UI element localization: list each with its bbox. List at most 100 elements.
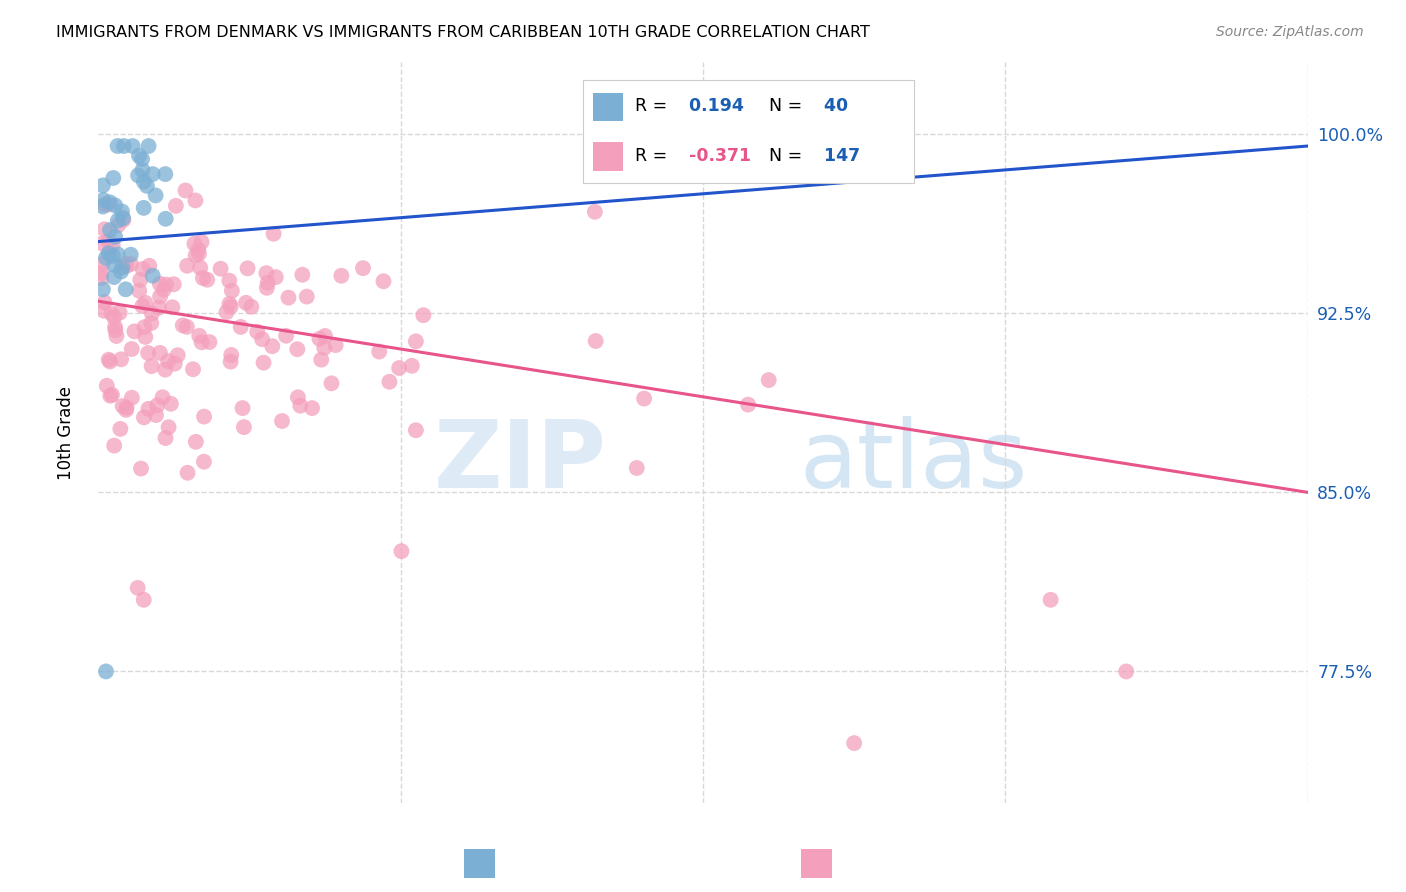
- Point: [90, 271, 112, 285]
- Point: [138, 401, 160, 416]
- Point: [758, 373, 780, 387]
- Point: [152, 390, 174, 404]
- Point: [105, 329, 128, 343]
- Text: IMMIGRANTS FROM DENMARK VS IMMIGRANTS FROM CARIBBEAN 10TH GRADE CORRELATION CHAR: IMMIGRANTS FROM DENMARK VS IMMIGRANTS FR…: [56, 25, 870, 40]
- Point: [114, 282, 136, 296]
- Point: [141, 306, 163, 320]
- Point: [104, 230, 127, 244]
- Point: [155, 167, 177, 181]
- Text: Immigrants from Caribbean: Immigrants from Caribbean: [839, 856, 1062, 871]
- Point: [131, 152, 153, 166]
- Point: [131, 262, 153, 277]
- Point: [314, 329, 336, 343]
- Point: [172, 318, 194, 333]
- Point: [107, 213, 129, 227]
- Point: [1115, 665, 1137, 679]
- Point: [107, 139, 129, 153]
- Point: [231, 401, 253, 416]
- Point: [264, 270, 287, 285]
- Point: [737, 398, 759, 412]
- Point: [93, 303, 115, 318]
- Point: [373, 274, 395, 288]
- Point: [585, 334, 607, 348]
- Point: [141, 316, 163, 330]
- Point: [209, 261, 232, 276]
- Point: [115, 403, 138, 417]
- Point: [111, 399, 134, 413]
- Point: [112, 211, 135, 226]
- Point: [93, 193, 115, 207]
- Point: [131, 163, 153, 178]
- Point: [184, 248, 207, 262]
- Point: [93, 197, 115, 211]
- Point: [112, 212, 135, 227]
- Text: Immigrants from Denmark: Immigrants from Denmark: [502, 856, 716, 871]
- Point: [193, 455, 215, 469]
- Point: [368, 344, 391, 359]
- Point: [148, 301, 170, 315]
- Point: [162, 300, 184, 314]
- Point: [91, 236, 114, 251]
- Point: [176, 259, 198, 273]
- Point: [256, 281, 278, 295]
- Point: [301, 401, 323, 416]
- Bar: [593, 93, 623, 121]
- Point: [1039, 592, 1062, 607]
- Point: [330, 268, 353, 283]
- Point: [94, 665, 117, 679]
- Point: [110, 352, 132, 367]
- Point: [183, 236, 205, 251]
- Point: [262, 339, 284, 353]
- Point: [121, 139, 143, 153]
- Point: [96, 378, 118, 392]
- Point: [120, 248, 142, 262]
- Point: [295, 290, 318, 304]
- Point: [401, 359, 423, 373]
- Point: [104, 323, 127, 337]
- Text: atlas: atlas: [800, 417, 1028, 508]
- Point: [218, 297, 240, 311]
- Point: [103, 258, 125, 272]
- Point: [110, 264, 132, 278]
- Point: [101, 238, 124, 252]
- Point: [100, 306, 122, 320]
- Point: [193, 409, 215, 424]
- Point: [235, 295, 257, 310]
- Text: 0.194: 0.194: [683, 97, 744, 115]
- Point: [128, 284, 150, 298]
- Point: [246, 325, 269, 339]
- Point: [129, 461, 152, 475]
- Point: [321, 376, 343, 391]
- Point: [188, 260, 211, 275]
- Point: [153, 362, 176, 376]
- Point: [157, 420, 180, 434]
- Point: [181, 362, 204, 376]
- Point: [97, 197, 120, 211]
- Point: [101, 249, 124, 263]
- Point: [90, 266, 112, 280]
- Point: [97, 352, 120, 367]
- Bar: [593, 142, 623, 170]
- Point: [110, 422, 132, 436]
- Point: [121, 342, 143, 356]
- Point: [121, 391, 143, 405]
- Text: R =: R =: [634, 97, 666, 115]
- Point: [256, 276, 278, 290]
- Text: -0.371: -0.371: [683, 147, 751, 165]
- Point: [107, 247, 129, 261]
- Point: [190, 335, 212, 350]
- Point: [290, 399, 312, 413]
- Point: [101, 388, 124, 402]
- Point: [844, 736, 866, 750]
- Point: [132, 201, 155, 215]
- Point: [104, 198, 127, 212]
- Point: [145, 408, 167, 422]
- Point: [263, 227, 285, 241]
- Point: [583, 204, 606, 219]
- Point: [191, 271, 214, 285]
- Point: [111, 204, 134, 219]
- Point: [252, 356, 274, 370]
- Point: [132, 175, 155, 189]
- Point: [93, 295, 115, 310]
- Point: [103, 439, 125, 453]
